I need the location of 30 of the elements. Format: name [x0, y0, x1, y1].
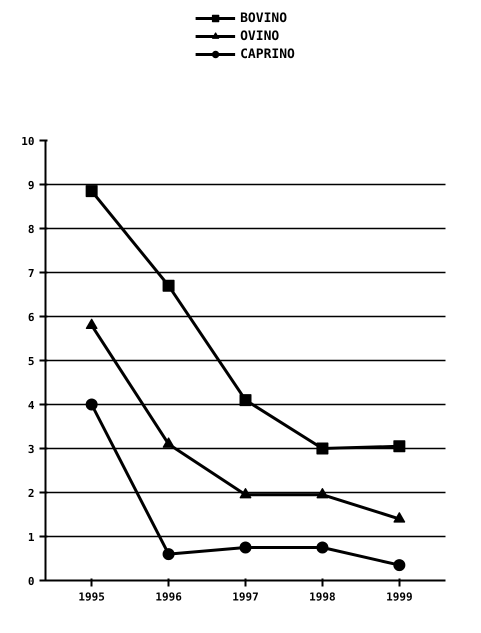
x-tick-label: 1999: [386, 590, 413, 604]
point: [393, 512, 406, 523]
legend-label: OVINO: [240, 28, 280, 44]
x-tick-label: 1996: [155, 590, 182, 604]
legend-label: CAPRINO: [240, 46, 295, 62]
point: [86, 398, 98, 410]
point: [86, 185, 98, 198]
y-tick-label: 5: [28, 355, 34, 368]
y-tick-label: 3: [28, 443, 34, 456]
y-tick-label: 6: [28, 311, 35, 324]
x-tick-label: 1998: [309, 590, 336, 604]
y-tick-label: 10: [21, 135, 35, 148]
point: [240, 542, 252, 554]
point: [316, 542, 328, 554]
x-tick-label: 1995: [78, 590, 105, 604]
point: [316, 442, 328, 454]
y-tick-label: 0: [28, 575, 34, 588]
y-tick-label: 7: [28, 267, 34, 280]
x-tick-label: 1997: [232, 590, 259, 604]
legend-label: BOVINO: [240, 10, 288, 26]
point: [240, 394, 252, 406]
point: [162, 548, 175, 560]
point: [393, 440, 406, 452]
point: [393, 559, 406, 572]
y-tick-label: 2: [28, 487, 34, 500]
y-tick-label: 8: [28, 223, 34, 236]
point: [162, 280, 175, 292]
y-tick-label: 4: [28, 399, 35, 412]
y-tick-label: 1: [28, 531, 35, 544]
y-tick-label: 9: [28, 179, 34, 192]
